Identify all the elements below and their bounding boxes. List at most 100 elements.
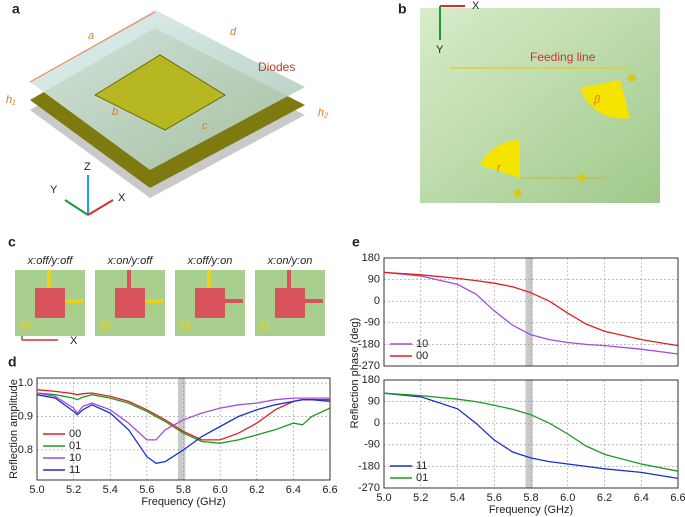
panel-b: b X Y Feeding line β r — [398, 0, 660, 203]
x-tick-label: 5.2 — [66, 484, 81, 496]
dim-label: b — [112, 106, 118, 118]
dim-label: h₁ — [6, 94, 16, 106]
panel-label: d — [8, 354, 17, 370]
series-line — [36, 394, 331, 464]
axis-label: X — [118, 192, 126, 204]
axis-arrow — [87, 199, 114, 216]
patch — [195, 288, 225, 318]
highlight-band — [525, 258, 533, 366]
panel-label: c — [8, 234, 16, 250]
y-tick-label: -270 — [358, 482, 380, 494]
feed — [127, 270, 131, 288]
plot-frame — [383, 379, 679, 489]
code-label: 01 — [179, 320, 191, 332]
series-line — [383, 392, 679, 480]
sector — [480, 140, 520, 178]
y-tick-label: -180 — [358, 338, 380, 350]
state-label: x:off/y:on — [187, 255, 233, 267]
legend-label: 11 — [416, 460, 427, 472]
x-tick-label: 5.6 — [487, 492, 502, 504]
dim-line — [29, 11, 156, 83]
y-tick-label: 0.9 — [18, 410, 33, 422]
series-line — [36, 389, 330, 441]
legend-label: 00 — [416, 350, 428, 362]
patch — [35, 288, 65, 318]
y-tick-label: -180 — [358, 460, 380, 472]
feed — [47, 270, 51, 288]
x-tick-label: 6.2 — [249, 484, 264, 496]
y-tick-label: 0 — [374, 417, 380, 429]
panel-label: b — [398, 1, 407, 17]
highlight-band — [525, 380, 533, 488]
y-axis-label: Reflection amplitude — [8, 379, 20, 479]
plot-frame — [36, 377, 331, 481]
via — [514, 189, 522, 197]
feed — [145, 299, 163, 303]
x-tick-label: 5.0 — [376, 492, 391, 504]
axis-arrow — [64, 199, 89, 216]
feed — [207, 270, 211, 288]
series-line — [36, 392, 330, 441]
x-tick-label: 6.6 — [670, 492, 685, 504]
x-tick-label: 5.2 — [413, 492, 428, 504]
patch — [115, 288, 145, 318]
legend-label: 00 — [69, 428, 81, 440]
series-line — [36, 392, 331, 444]
highlight-band — [178, 378, 186, 480]
y-tick-label: 180 — [362, 374, 380, 386]
feed — [287, 270, 291, 288]
y-tick-label: 0 — [374, 295, 380, 307]
x-tick-label: 5.8 — [523, 492, 538, 504]
legend-label: 10 — [69, 452, 81, 464]
legend-label: 01 — [416, 472, 428, 484]
series-line — [383, 271, 679, 347]
legend-label: 01 — [69, 440, 81, 452]
via — [578, 174, 586, 182]
x-tick-label: 5.4 — [103, 484, 118, 496]
y-tick-label: -90 — [364, 439, 380, 451]
feed — [65, 299, 83, 303]
state-label: x:on/y:on — [267, 255, 313, 267]
code-label: 11 — [259, 320, 270, 332]
y-tick-label: -90 — [364, 317, 380, 329]
sector — [580, 80, 630, 119]
patch — [275, 288, 305, 318]
y-tick-label: -270 — [358, 360, 380, 372]
x-tick-label: 5.0 — [29, 484, 44, 496]
y-tick-label: 1.0 — [18, 377, 33, 389]
x-tick-label: 6.4 — [286, 484, 301, 496]
y-tick-label: 180 — [362, 252, 380, 264]
axis-label: X — [472, 0, 480, 12]
dim-label: a — [88, 30, 94, 42]
patch — [93, 54, 226, 131]
code-label: 00 — [19, 320, 31, 332]
annotation: Feeding line — [530, 50, 596, 64]
feed — [305, 299, 323, 303]
code-label: 10 — [99, 320, 111, 332]
x-tick-label: 5.8 — [176, 484, 191, 496]
y-axis-label: Reflection phase (deg) — [349, 318, 361, 429]
axis-label: X — [70, 335, 78, 347]
panel-label: e — [352, 234, 360, 250]
x-tick-label: 6.4 — [634, 492, 649, 504]
via — [628, 74, 636, 82]
x-tick-label: 6.0 — [560, 492, 575, 504]
x-tick-label: 6.2 — [597, 492, 612, 504]
annotation: Diodes — [258, 60, 295, 74]
dim-label: d — [230, 26, 237, 38]
annotation: r — [497, 162, 502, 174]
x-tick-label: 5.6 — [139, 484, 154, 496]
y-tick-label: 90 — [368, 274, 380, 286]
x-tick-label: 6.0 — [212, 484, 227, 496]
x-tick-label: 5.4 — [450, 492, 465, 504]
feed — [225, 299, 243, 303]
y-tick-label: 90 — [368, 396, 380, 408]
x-axis-label: Frequency (GHz) — [489, 504, 573, 516]
state-label: x:off/y:off — [27, 255, 74, 267]
x-axis-label: Frequency (GHz) — [141, 496, 225, 508]
state-label: x:on/y:off — [107, 255, 154, 267]
axis-label: Y — [50, 184, 58, 196]
panel-a: a a d Diodes h₁ b c h₂ Z Y X — [6, 1, 329, 216]
y-tick-label: 0.8 — [18, 444, 33, 456]
